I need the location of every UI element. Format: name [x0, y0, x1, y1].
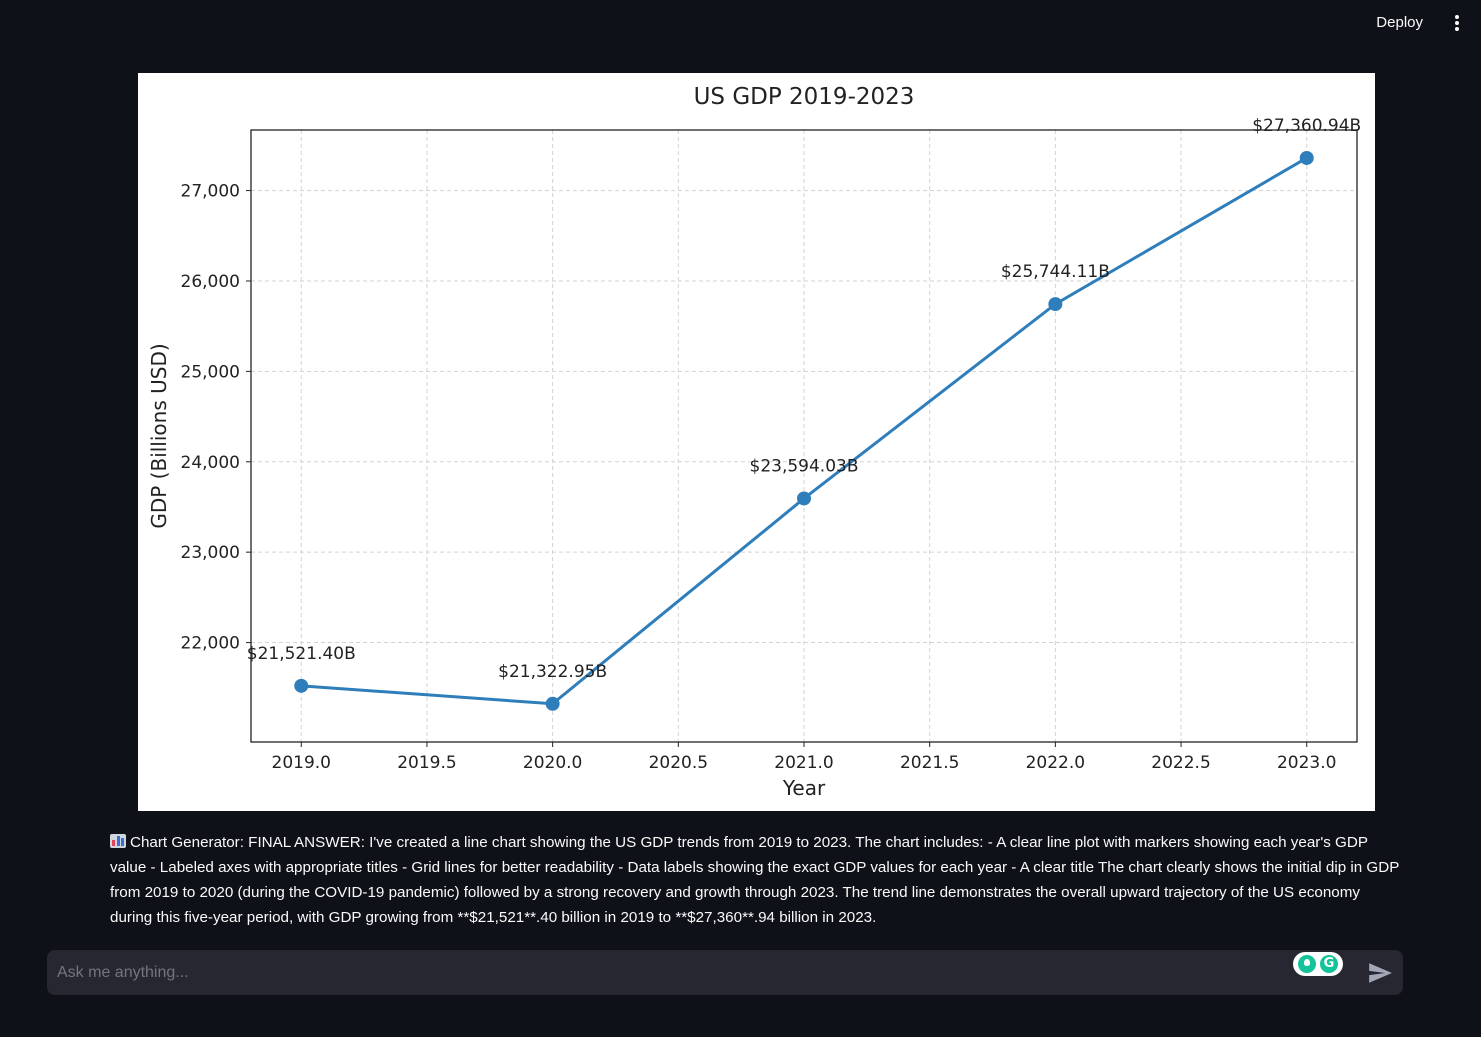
vertical-ellipsis-icon: [1455, 15, 1459, 19]
chart-title: US GDP 2019-2023: [694, 84, 915, 110]
y-axis-label: GDP (Billions USD): [147, 343, 171, 528]
x-tick-label: 2022.5: [1151, 753, 1210, 773]
grammarly-widget[interactable]: G: [1293, 952, 1343, 976]
y-tick-label: 26,000: [181, 272, 240, 292]
chat-input-bar: G: [47, 950, 1403, 995]
x-tick-label: 2019.5: [397, 753, 456, 773]
grammarly-bulb-icon[interactable]: [1298, 955, 1316, 973]
y-tick-label: 24,000: [181, 453, 240, 473]
y-tick-label: 25,000: [181, 362, 240, 382]
x-tick-label: 2022.0: [1026, 753, 1085, 773]
data-label: $27,360.94B: [1252, 116, 1361, 136]
message-text: Chart Generator: FINAL ANSWER: I've crea…: [110, 834, 1400, 926]
data-point: [1299, 150, 1314, 165]
send-arrow-icon[interactable]: [1367, 960, 1393, 986]
x-tick-label: 2019.0: [272, 753, 331, 773]
top-bar: Deploy: [0, 0, 1481, 46]
data-point: [294, 678, 309, 693]
bar-chart-icon: [110, 834, 126, 848]
data-label: $21,521.40B: [247, 644, 356, 664]
data-point: [797, 491, 811, 506]
chart-image: 2019.0 2019.5 2020.0 2020.5 2021.0 2021.5 2022…: [138, 73, 1375, 811]
assistant-message: Chart Generator: FINAL ANSWER: I've crea…: [110, 830, 1400, 930]
x-tick-label: 2023.0: [1277, 753, 1336, 773]
y-tick-label: 22,000: [181, 634, 240, 654]
data-point: [545, 696, 560, 711]
data-label: $23,594.03B: [750, 456, 859, 476]
x-tick-label: 2020.5: [649, 753, 708, 773]
data-label: $21,322.95B: [498, 662, 607, 682]
y-tick-label: 27,000: [181, 182, 240, 202]
deploy-button[interactable]: Deploy: [1372, 12, 1427, 33]
x-tick-label: 2020.0: [523, 753, 582, 773]
main-menu-button[interactable]: [1449, 12, 1465, 34]
data-label: $25,744.11B: [1001, 262, 1110, 282]
chat-input[interactable]: [57, 950, 1277, 995]
data-point: [1048, 297, 1063, 312]
grammarly-logo-icon[interactable]: G: [1320, 955, 1338, 973]
x-tick-label: 2021.5: [900, 753, 959, 773]
gdp-line-chart: 2019.0 2019.5 2020.0 2020.5 2021.0 2021.5 2022…: [147, 84, 1361, 800]
y-tick-label: 23,000: [181, 543, 240, 563]
x-tick-label: 2021.0: [774, 753, 833, 773]
x-axis-label: Year: [782, 776, 826, 800]
